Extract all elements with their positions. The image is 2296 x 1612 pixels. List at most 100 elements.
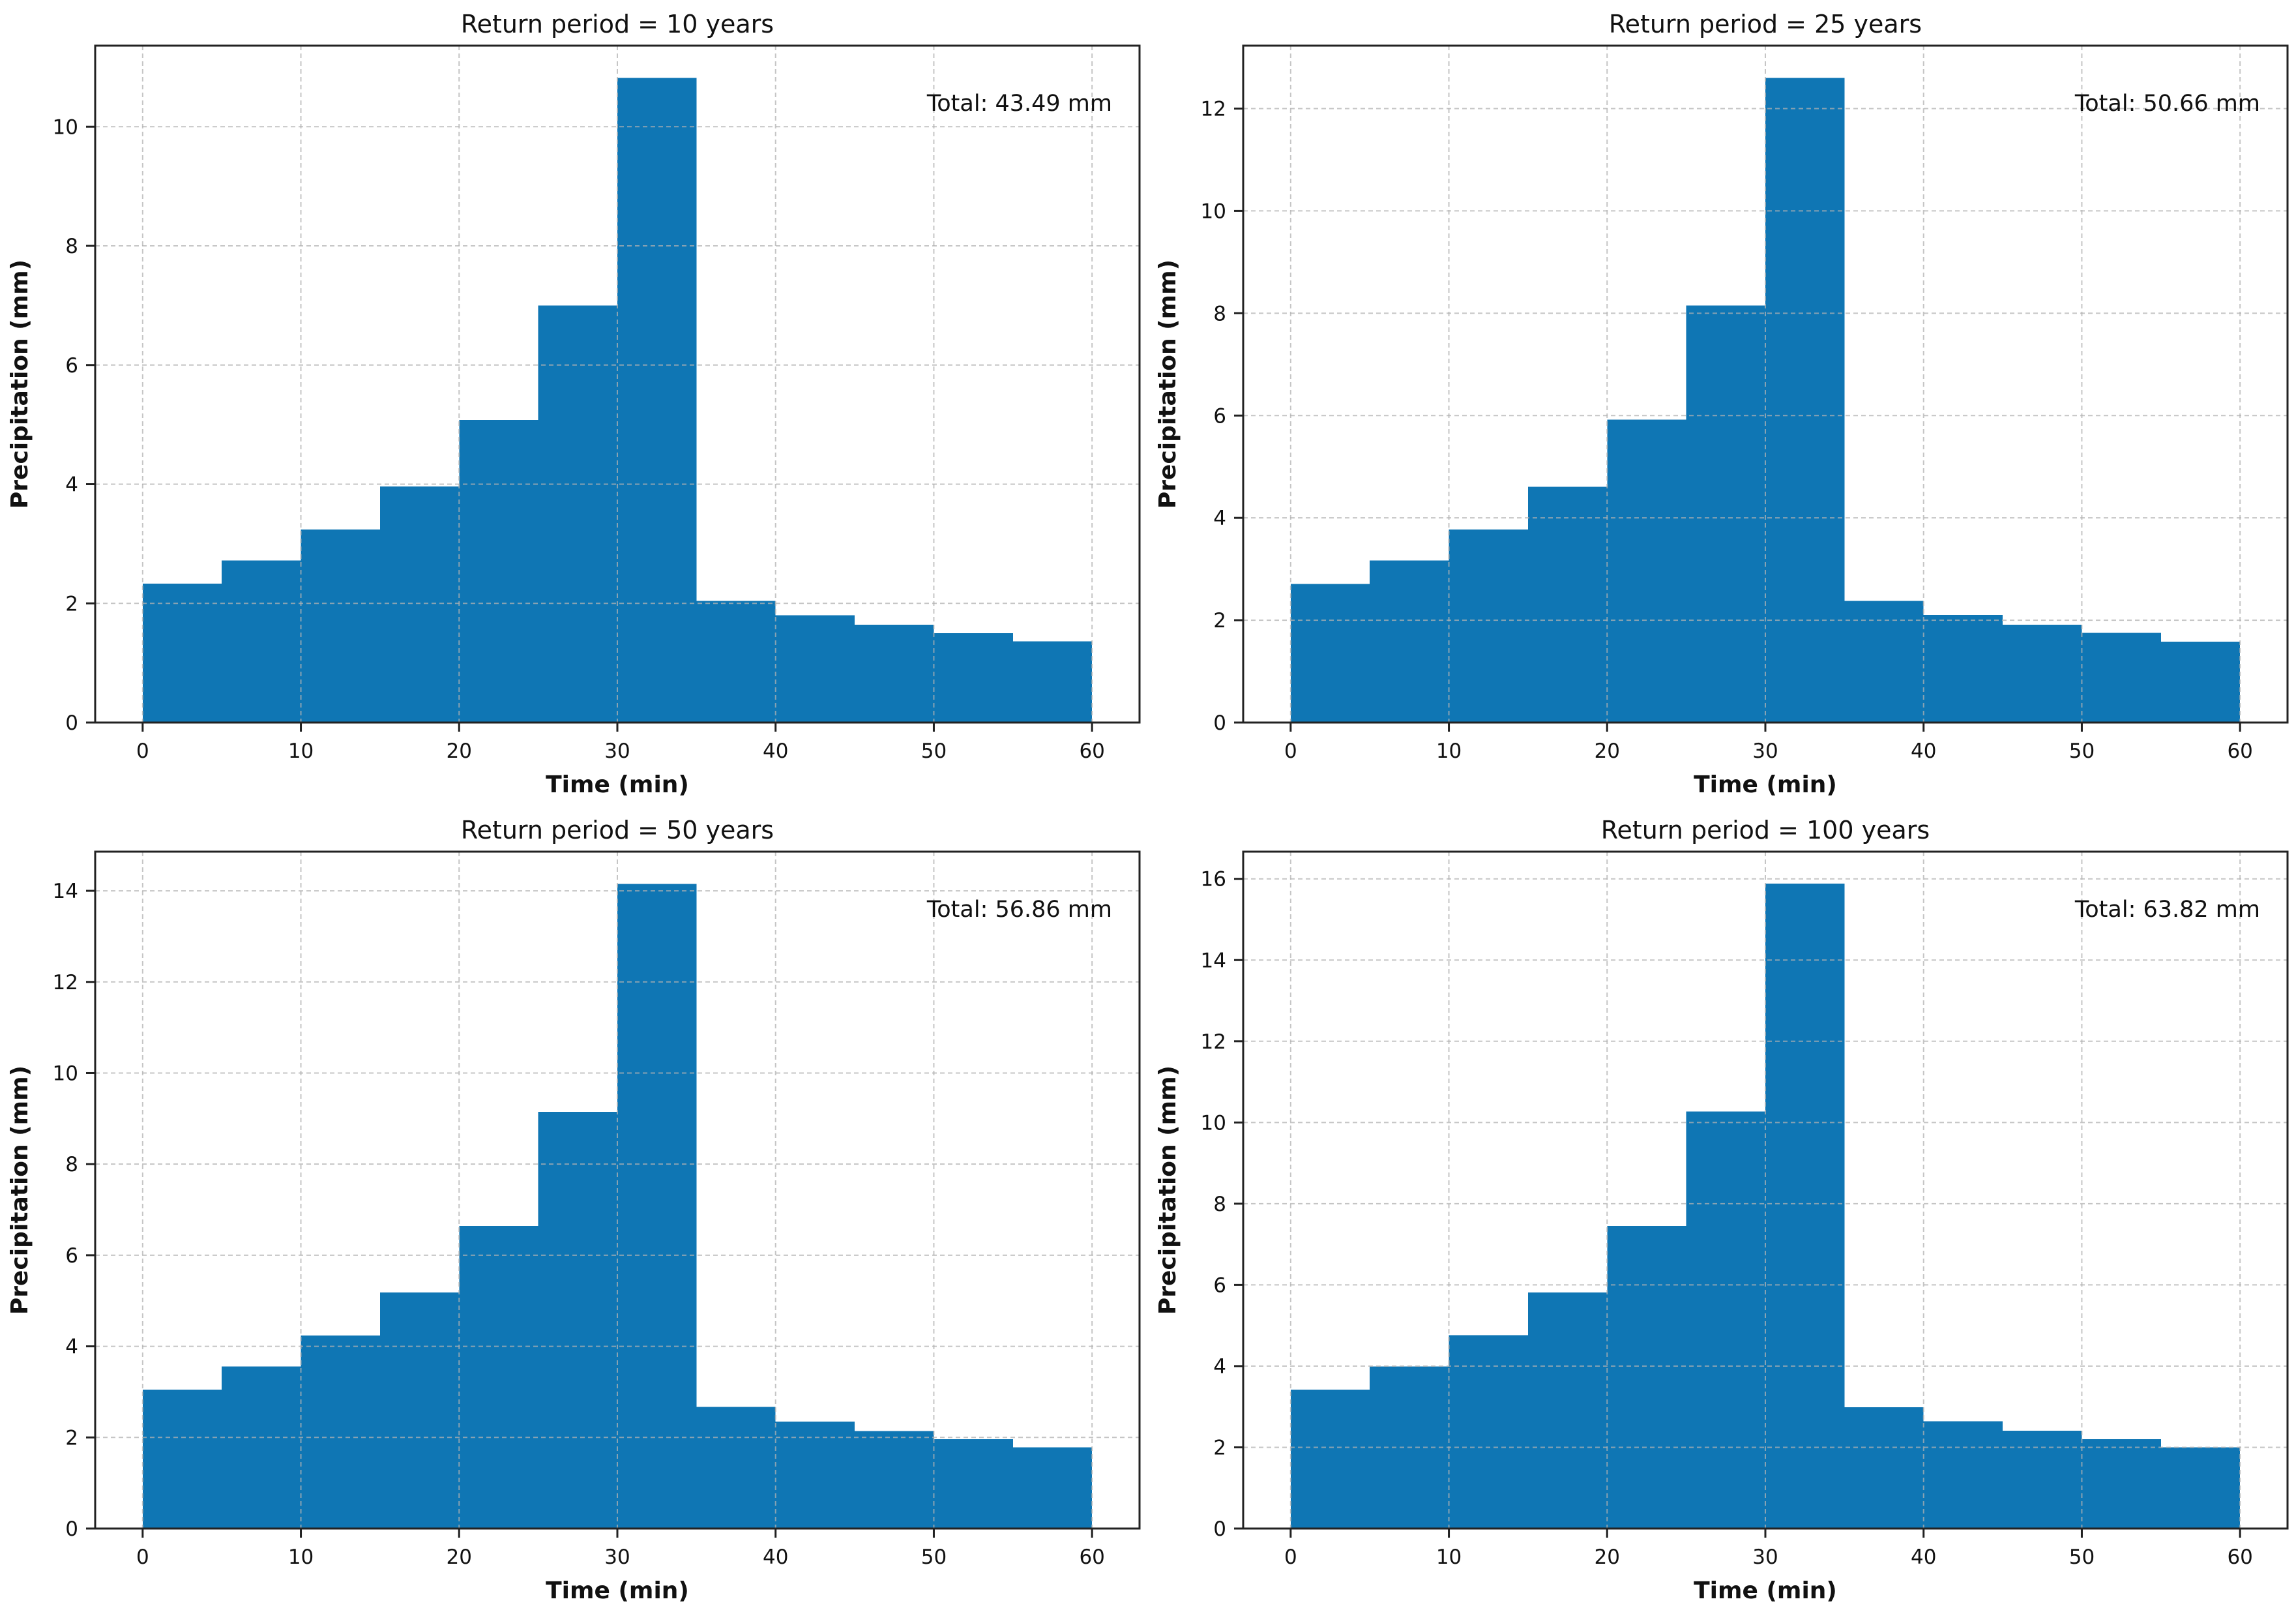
- hyetograph-plot-50-years: 0 10 20 30 40 50 60 0 2 4 6 8 10 12 14 Return period = …: [0, 806, 1148, 1612]
- x-tick-label: 40: [1911, 1545, 1936, 1569]
- bar: [538, 1111, 617, 1529]
- hyetograph-plot-100-years: 0 10 20 30 40 50 60 0 2 4 6 8 10 12 14 16 Return period …: [1148, 806, 2296, 1612]
- gridlines: [1243, 46, 2288, 723]
- total-annotation: Total: 50.66 mm: [2074, 91, 2260, 117]
- x-tick-label: 20: [1595, 1545, 1620, 1569]
- y-tick-label: 16: [1201, 868, 1226, 891]
- hyetograph-plot-10-years: 0 10 20 30 40 50 60 0 2 4 6 8 10 Return period = 10 y…: [0, 0, 1148, 806]
- y-tick-label: 2: [1213, 1436, 1226, 1459]
- y-tick-label: 4: [65, 1336, 78, 1359]
- bar: [222, 560, 301, 723]
- y-tick-label: 10: [1201, 1111, 1226, 1135]
- gridlines: [95, 46, 1140, 723]
- bar: [459, 1226, 538, 1529]
- x-tick-label: 0: [1284, 1545, 1297, 1569]
- bar: [1290, 1390, 1370, 1529]
- bar: [1844, 601, 1924, 723]
- hyetograph-plot-25-years: 0 10 20 30 40 50 60 0 2 4 6 8 10 12 Return period = 25…: [1148, 0, 2296, 806]
- x-tick-label: 60: [2227, 1545, 2252, 1569]
- bar: [1923, 1421, 2003, 1529]
- tick-marks: [1234, 108, 2241, 732]
- bar: [1527, 486, 1608, 723]
- x-tick-label: 60: [1079, 1545, 1104, 1569]
- x-tick-label: 20: [447, 1545, 472, 1569]
- bar: [696, 1407, 776, 1529]
- bar: [379, 1292, 460, 1529]
- bar-series: [142, 78, 1093, 723]
- bar: [617, 884, 697, 1529]
- y-tick-label: 12: [53, 971, 78, 994]
- x-tick-label: 10: [1436, 1545, 1462, 1569]
- bar: [301, 1335, 380, 1529]
- y-axis-label: Precipitation (mm): [1155, 1066, 1181, 1315]
- bar: [1686, 1111, 1765, 1529]
- x-tick-label: 50: [921, 739, 947, 763]
- bar: [775, 615, 855, 723]
- y-tick-label: 0: [65, 1517, 78, 1541]
- y-tick-label: 8: [1213, 1193, 1226, 1216]
- y-tick-label: 12: [1201, 98, 1226, 121]
- bar: [2003, 1430, 2082, 1529]
- tick-labels: 0 10 20 30 40 50 60 0 2 4 6 8 10 12: [1201, 98, 2253, 763]
- y-tick-label: 2: [65, 592, 78, 616]
- x-tick-label: 10: [288, 1545, 314, 1569]
- y-tick-label: 4: [1213, 1355, 1226, 1379]
- y-tick-label: 10: [53, 1062, 78, 1085]
- bar: [2160, 642, 2241, 723]
- x-tick-label: 60: [2227, 739, 2252, 763]
- chart-title: Return period = 50 years: [461, 816, 774, 844]
- x-tick-label: 0: [136, 1545, 149, 1569]
- bar: [934, 1439, 1013, 1529]
- y-tick-label: 12: [1201, 1030, 1226, 1054]
- x-tick-label: 60: [1079, 739, 1104, 763]
- tick-marks: [1234, 878, 2241, 1538]
- x-tick-label: 30: [604, 739, 630, 763]
- bar: [1607, 419, 1686, 723]
- y-tick-label: 6: [1213, 1274, 1226, 1297]
- tick-labels: 0 10 20 30 40 50 60 0 2 4 6 8 10 12 14 16: [1201, 868, 2253, 1569]
- y-tick-label: 6: [65, 1244, 78, 1268]
- y-tick-label: 0: [1213, 1517, 1226, 1541]
- total-annotation: Total: 56.86 mm: [926, 897, 1112, 923]
- x-tick-label: 0: [136, 739, 149, 763]
- bar: [855, 625, 934, 723]
- bar: [1686, 305, 1765, 723]
- bar: [2160, 1447, 2241, 1529]
- bar: [1844, 1407, 1924, 1529]
- chart-return-period-10-years: 0 10 20 30 40 50 60 0 2 4 6 8 10 Return period = 10 y…: [0, 0, 1148, 806]
- bar: [1527, 1292, 1608, 1529]
- tick-marks: [86, 889, 1093, 1538]
- chart-return-period-100-years: 0 10 20 30 40 50 60 0 2 4 6 8 10 12 14 16 Return period …: [1148, 806, 2296, 1612]
- y-axis-label: Precipitation (mm): [1155, 260, 1181, 509]
- bar: [934, 633, 1013, 723]
- chart-title: Return period = 10 years: [461, 10, 774, 38]
- y-axis-label: Precipitation (mm): [7, 1066, 33, 1315]
- x-tick-label: 40: [763, 739, 788, 763]
- bar-series: [142, 884, 1093, 1529]
- bar: [459, 419, 538, 723]
- y-tick-label: 14: [53, 880, 78, 903]
- x-axis-label: Time (min): [546, 771, 689, 798]
- bar: [1765, 78, 1845, 723]
- y-tick-label: 8: [1213, 302, 1226, 325]
- total-annotation: Total: 63.82 mm: [2074, 897, 2260, 923]
- gridlines: [95, 852, 1140, 1529]
- bar-series: [1290, 884, 2241, 1529]
- bar: [301, 529, 380, 723]
- chart-title: Return period = 25 years: [1609, 10, 1922, 38]
- y-tick-label: 4: [65, 473, 78, 497]
- y-axis-label: Precipitation (mm): [7, 260, 33, 509]
- chart-title: Return period = 100 years: [1601, 816, 1930, 844]
- bar: [538, 305, 617, 723]
- y-tick-label: 14: [1201, 949, 1226, 972]
- bar: [1449, 1335, 1528, 1529]
- x-tick-label: 10: [288, 739, 314, 763]
- y-tick-label: 6: [1213, 404, 1226, 428]
- y-tick-label: 10: [53, 115, 78, 139]
- bar: [2082, 633, 2161, 723]
- x-tick-label: 50: [2069, 1545, 2095, 1569]
- x-tick-label: 10: [1436, 739, 1462, 763]
- y-tick-label: 2: [65, 1426, 78, 1450]
- bar: [775, 1421, 855, 1529]
- y-tick-label: 0: [1213, 711, 1226, 735]
